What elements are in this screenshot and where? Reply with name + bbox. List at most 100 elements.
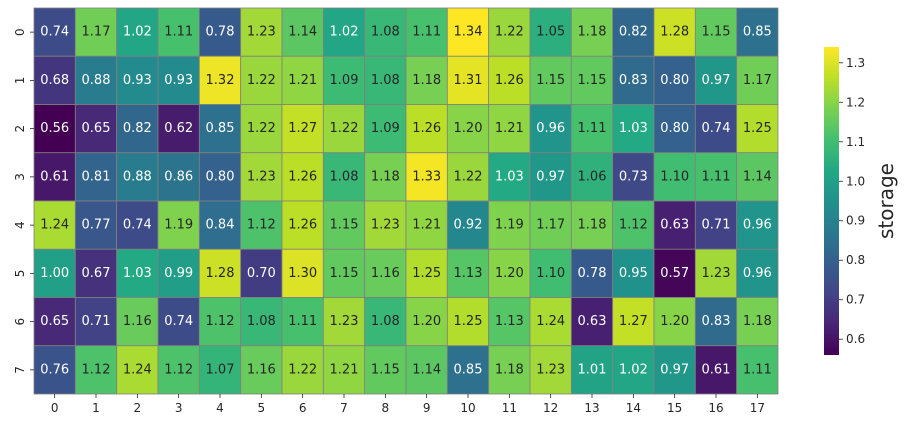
- cell-value-r3-c15: 1.10: [660, 169, 689, 184]
- heatmap-cell-r6-c4: [198, 297, 242, 347]
- colorbar-tick-label-2: 0.8: [846, 253, 865, 267]
- heatmap-cell-r5-c5: [240, 248, 283, 298]
- cell-value-r4-c3: 1.19: [164, 218, 193, 233]
- cell-value-r3-c16: 1.11: [702, 169, 731, 184]
- x-tick-label-7: 7: [340, 401, 348, 415]
- heatmap-cell-r1-c8: [364, 55, 407, 105]
- cell-value-r1-c9: 1.18: [412, 73, 441, 88]
- heatmap-cell-r3-c4: [198, 152, 242, 202]
- cell-value-r5-c9: 1.25: [412, 266, 441, 281]
- heatmap-cell-r0-c0: [33, 7, 76, 57]
- heatmap-cell-r7-c15: [653, 345, 696, 395]
- heatmap-cell-r4-c10: [446, 200, 490, 250]
- cell-value-r0-c1: 1.17: [82, 25, 111, 40]
- heatmap-cell-r4-c3: [157, 200, 200, 250]
- heatmap-cell-r0-c11: [488, 7, 531, 57]
- heatmap-cell-r3-c14: [612, 152, 655, 202]
- cell-value-r0-c12: 1.05: [536, 25, 565, 40]
- heatmap-cell-r0-c7: [322, 7, 366, 57]
- cell-value-r4-c14: 1.12: [619, 218, 648, 233]
- heatmap-cell-r5-c7: [322, 248, 366, 298]
- cell-value-r2-c9: 1.26: [412, 121, 441, 136]
- cell-value-r0-c15: 1.28: [660, 25, 689, 40]
- heatmap-cell-r4-c16: [694, 200, 738, 250]
- heatmap-cell-r0-c13: [570, 7, 614, 57]
- y-tick-label-5: 5: [13, 270, 27, 278]
- cell-value-r0-c9: 1.11: [412, 25, 441, 40]
- cell-value-r3-c13: 1.06: [578, 169, 607, 184]
- cell-value-r3-c9: 1.33: [412, 169, 441, 184]
- cell-value-r7-c11: 1.18: [495, 362, 524, 377]
- cell-value-r7-c1: 1.12: [82, 362, 111, 377]
- heatmap-cell-r2-c2: [116, 104, 159, 154]
- heatmap-cell-r4-c17: [736, 200, 779, 250]
- heatmap-cell-r3-c6: [281, 152, 324, 202]
- heatmap-cell-r3-c15: [653, 152, 696, 202]
- cell-value-r1-c13: 1.15: [578, 73, 607, 88]
- cell-value-r3-c0: 0.61: [40, 169, 69, 184]
- heatmap-cell-r5-c14: [612, 248, 655, 298]
- y-tick-label-6: 6: [13, 318, 27, 326]
- cell-value-r6-c2: 1.16: [123, 314, 152, 329]
- cell-value-r4-c15: 0.63: [660, 218, 689, 233]
- cell-value-r2-c16: 0.74: [702, 121, 731, 136]
- cell-value-r3-c11: 1.03: [495, 169, 524, 184]
- cell-value-r6-c7: 1.23: [330, 314, 359, 329]
- cell-value-r6-c16: 0.83: [702, 314, 731, 329]
- colorbar-tick-label-7: 1.3: [846, 56, 865, 70]
- cell-value-r0-c7: 1.02: [330, 25, 359, 40]
- heatmap-cells: [33, 7, 779, 395]
- heatmap-cell-r1-c9: [405, 55, 448, 105]
- cell-value-r0-c5: 1.23: [247, 25, 276, 40]
- cell-value-r3-c8: 1.18: [371, 169, 400, 184]
- heatmap-cell-r7-c7: [322, 345, 366, 395]
- cell-value-r6-c6: 1.11: [288, 314, 317, 329]
- cell-value-r5-c10: 1.13: [454, 266, 483, 281]
- heatmap-cell-r2-c5: [240, 104, 283, 154]
- cell-value-r1-c14: 0.83: [619, 73, 648, 88]
- cell-value-r6-c15: 1.20: [660, 314, 689, 329]
- cell-value-r4-c7: 1.15: [330, 218, 359, 233]
- heatmap-cell-r2-c6: [281, 104, 324, 154]
- cell-value-r5-c7: 1.15: [330, 266, 359, 281]
- cell-value-r1-c4: 1.32: [206, 73, 235, 88]
- cell-value-r4-c9: 1.21: [412, 218, 441, 233]
- heatmap-cell-r4-c15: [653, 200, 696, 250]
- heatmap-cell-r7-c0: [33, 345, 76, 395]
- x-tick-label-9: 9: [423, 401, 431, 415]
- cell-value-r5-c4: 1.28: [206, 266, 235, 281]
- heatmap-cell-r2-c11: [488, 104, 531, 154]
- colorbar-ticks: 0.6 0.7 0.8 0.9 1.0 1.1 1.2 1.3: [839, 56, 865, 346]
- cell-value-r0-c2: 1.02: [123, 25, 152, 40]
- colorbar-tick-label-0: 0.6: [846, 332, 865, 346]
- heatmap-cell-r4-c14: [612, 200, 655, 250]
- heatmap-cell-r5-c12: [529, 248, 572, 298]
- colorbar-label: storage: [874, 163, 898, 239]
- cell-value-r7-c4: 1.07: [206, 362, 235, 377]
- heatmap-cell-r5-c16: [694, 248, 738, 298]
- y-tick-label-2: 2: [13, 125, 27, 133]
- cell-value-r0-c8: 1.08: [371, 25, 400, 40]
- cell-value-r7-c2: 1.24: [123, 362, 152, 377]
- heatmap-cell-r2-c13: [570, 104, 614, 154]
- cell-value-r4-c10: 0.92: [454, 218, 483, 233]
- cell-value-r4-c12: 1.17: [536, 218, 565, 233]
- heatmap-cell-r7-c2: [116, 345, 159, 395]
- cell-value-r2-c14: 1.03: [619, 121, 648, 136]
- cell-value-r7-c7: 1.21: [330, 362, 359, 377]
- x-tick-label-17: 17: [750, 401, 765, 415]
- cell-value-r2-c5: 1.22: [247, 121, 276, 136]
- cell-value-r4-c1: 0.77: [82, 218, 111, 233]
- cell-value-r0-c16: 1.15: [702, 25, 731, 40]
- cell-value-r1-c8: 1.08: [371, 73, 400, 88]
- heatmap-cell-r5-c0: [33, 248, 76, 298]
- heatmap-cell-r5-c6: [281, 248, 324, 298]
- cell-value-r2-c11: 1.21: [495, 121, 524, 136]
- heatmap-cell-r1-c12: [529, 55, 572, 105]
- cell-value-r6-c10: 1.25: [454, 314, 483, 329]
- heatmap-cell-r4-c11: [488, 200, 531, 250]
- x-tick-label-14: 14: [626, 401, 641, 415]
- cell-value-r5-c13: 0.78: [578, 266, 607, 281]
- heatmap-cell-r1-c3: [157, 55, 200, 105]
- heatmap-cell-r6-c10: [446, 297, 490, 347]
